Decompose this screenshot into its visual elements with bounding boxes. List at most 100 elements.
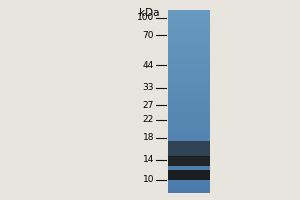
Bar xyxy=(168,188,210,189)
Bar xyxy=(168,118,210,119)
Bar xyxy=(168,26,210,27)
Bar xyxy=(168,167,210,168)
Bar xyxy=(168,176,210,177)
Bar xyxy=(168,117,210,118)
Bar xyxy=(168,112,210,113)
Bar xyxy=(168,32,210,33)
Bar xyxy=(168,88,210,89)
Bar xyxy=(168,23,210,24)
Bar xyxy=(168,159,210,160)
Bar xyxy=(168,36,210,37)
Bar xyxy=(168,162,210,163)
Bar xyxy=(168,37,210,38)
Bar xyxy=(168,170,210,171)
Bar xyxy=(168,83,210,84)
Bar xyxy=(168,139,210,140)
Bar xyxy=(168,64,210,65)
Bar xyxy=(168,11,210,12)
Bar xyxy=(168,164,210,165)
Bar xyxy=(168,27,210,28)
Bar xyxy=(168,192,210,193)
Bar xyxy=(168,172,210,173)
Bar xyxy=(168,61,210,62)
Bar xyxy=(168,163,210,164)
Bar xyxy=(168,76,210,77)
Bar xyxy=(168,126,210,127)
Bar xyxy=(168,22,210,23)
Bar xyxy=(168,20,210,21)
Bar xyxy=(168,122,210,123)
Bar xyxy=(168,47,210,48)
Bar xyxy=(168,49,210,50)
Bar xyxy=(168,151,210,152)
Text: 100: 100 xyxy=(137,14,154,22)
Bar xyxy=(168,156,210,157)
Bar xyxy=(168,45,210,46)
Bar xyxy=(168,79,210,80)
Bar xyxy=(168,48,210,49)
Text: 18: 18 xyxy=(142,134,154,142)
Bar xyxy=(168,137,210,138)
Bar xyxy=(168,120,210,121)
Bar xyxy=(168,148,210,149)
Text: 14: 14 xyxy=(142,156,154,164)
Bar xyxy=(168,15,210,16)
Bar xyxy=(168,86,210,87)
Bar xyxy=(168,161,210,162)
Bar xyxy=(168,75,210,76)
Bar xyxy=(168,191,210,192)
Bar xyxy=(168,53,210,54)
Bar xyxy=(168,73,210,74)
Bar xyxy=(168,89,210,90)
Bar xyxy=(168,92,210,93)
Bar xyxy=(168,55,210,56)
Bar xyxy=(168,168,210,169)
Bar xyxy=(168,60,210,61)
Bar xyxy=(168,25,210,26)
Bar xyxy=(168,187,210,188)
Bar xyxy=(168,150,210,151)
Bar xyxy=(168,152,210,153)
Bar xyxy=(168,184,210,185)
Bar xyxy=(168,113,210,114)
Bar xyxy=(168,106,210,107)
Bar xyxy=(168,107,210,108)
Bar xyxy=(168,116,210,117)
Bar xyxy=(168,38,210,39)
Bar xyxy=(168,149,210,157)
Bar xyxy=(168,155,210,156)
Bar xyxy=(168,132,210,133)
Bar xyxy=(168,18,210,19)
Bar xyxy=(168,96,210,97)
Bar xyxy=(168,121,210,122)
Bar xyxy=(168,111,210,112)
Bar xyxy=(168,52,210,53)
Bar xyxy=(168,91,210,92)
Bar xyxy=(168,129,210,130)
Bar xyxy=(168,138,210,139)
Bar xyxy=(168,182,210,183)
Bar xyxy=(168,186,210,187)
Bar xyxy=(168,105,210,106)
Bar xyxy=(168,51,210,52)
Bar xyxy=(168,29,210,30)
Bar xyxy=(168,130,210,131)
Bar xyxy=(168,66,210,67)
Bar xyxy=(168,82,210,83)
Bar xyxy=(168,157,210,158)
Bar xyxy=(168,57,210,58)
Bar xyxy=(168,65,210,66)
Bar xyxy=(168,166,210,167)
Bar xyxy=(168,145,210,146)
Bar xyxy=(168,140,210,141)
Bar xyxy=(168,77,210,78)
Bar xyxy=(168,90,210,91)
Bar xyxy=(168,174,210,175)
Bar xyxy=(168,124,210,125)
Bar xyxy=(168,165,210,166)
Bar xyxy=(168,147,210,148)
Text: kDa: kDa xyxy=(140,8,160,18)
Text: 27: 27 xyxy=(142,100,154,110)
Bar xyxy=(168,108,210,109)
Bar xyxy=(168,179,210,180)
